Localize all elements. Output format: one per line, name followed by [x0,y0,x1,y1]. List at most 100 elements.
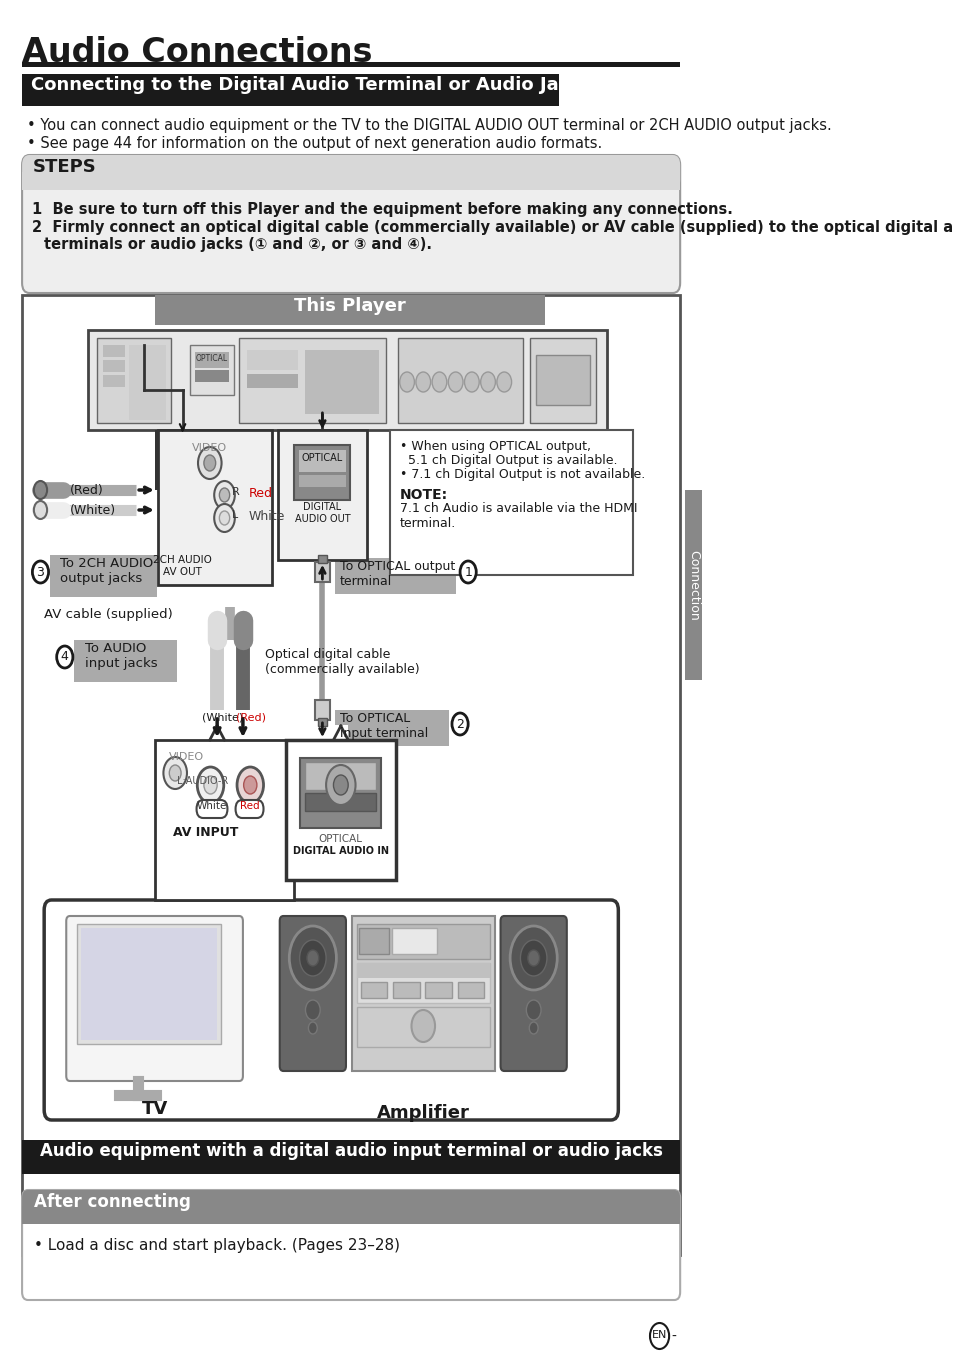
Circle shape [399,372,414,393]
Circle shape [219,487,230,502]
Bar [246,374,298,389]
Text: • You can connect audio equipment or the TV to the DIGITAL AUDIO OUT terminal or: • You can connect audio equipment or the… [27,118,830,133]
Bar [246,349,298,370]
Text: (Red): (Red) [235,712,265,722]
Bar [356,1007,490,1047]
FancyBboxPatch shape [66,917,243,1080]
Text: Optical digital cable
(commercially available): Optical digital cable (commercially avai… [265,649,419,676]
Text: TV: TV [141,1099,168,1118]
Bar [298,450,346,473]
Bar [154,295,544,325]
Circle shape [452,714,468,735]
Circle shape [326,765,355,806]
Text: White: White [249,510,285,523]
Text: VIDEO: VIDEO [192,443,227,454]
Bar [298,475,346,487]
Circle shape [219,510,230,525]
Bar [314,562,330,582]
Bar [158,431,272,585]
Bar [305,793,375,811]
Circle shape [416,372,430,393]
Bar [397,338,522,422]
Circle shape [214,504,234,532]
Text: 4: 4 [61,650,69,663]
Text: Connecting to the Digital Audio Terminal or Audio Jacks: Connecting to the Digital Audio Terminal… [30,76,591,93]
Circle shape [197,766,224,803]
Bar [356,963,490,978]
Bar [530,338,596,422]
Bar [154,431,157,490]
Bar [97,338,171,422]
Bar [22,74,558,106]
Circle shape [33,501,47,519]
Text: 2: 2 [456,718,463,731]
Text: Audio Connections: Audio Connections [22,37,373,69]
Text: R: R [232,487,239,497]
Text: EN: EN [651,1330,666,1340]
Bar [210,724,224,741]
Text: (Red): (Red) [70,483,104,497]
Bar [190,345,233,395]
FancyBboxPatch shape [500,917,566,1071]
Bar [129,345,166,420]
Circle shape [214,481,234,509]
Text: VIDEO: VIDEO [169,751,204,762]
Bar [352,917,495,1071]
Bar [154,741,294,900]
Text: • Load a disc and start playback. (Pages 23–28): • Load a disc and start playback. (Pages… [33,1238,399,1252]
Bar [425,982,452,998]
Circle shape [236,766,263,803]
FancyBboxPatch shape [196,800,227,818]
Bar [22,1206,679,1224]
Bar [314,700,330,720]
Text: • See page 44 for information on the output of next generation audio formats.: • See page 44 for information on the out… [27,135,601,152]
Circle shape [307,951,318,965]
Bar [536,355,590,405]
FancyBboxPatch shape [235,800,263,818]
Text: To AUDIO
input jacks: To AUDIO input jacks [85,642,157,670]
FancyBboxPatch shape [279,917,346,1071]
Text: To OPTICAL
input terminal: To OPTICAL input terminal [339,712,428,741]
Bar [317,718,327,726]
Text: White: White [196,802,227,811]
Circle shape [198,447,221,479]
Circle shape [169,765,181,781]
Text: (White): (White) [202,712,243,722]
Text: STEPS: STEPS [32,158,96,176]
Bar [194,370,229,382]
Circle shape [299,940,326,976]
Text: -: - [671,1330,676,1345]
Circle shape [432,372,446,393]
Circle shape [527,951,539,965]
Text: DIGITAL AUDIO IN: DIGITAL AUDIO IN [293,846,389,856]
Text: AV INPUT: AV INPUT [173,826,238,839]
Bar [356,963,490,1003]
Circle shape [308,1022,317,1034]
Bar [300,758,381,829]
Bar [22,62,679,66]
Circle shape [334,774,348,795]
Text: After connecting: After connecting [33,1193,191,1210]
Text: OPTICAL: OPTICAL [195,353,228,363]
Circle shape [510,926,557,990]
Bar [239,338,386,422]
Circle shape [464,372,478,393]
Bar [305,349,378,414]
Bar [294,445,350,500]
Bar [81,927,217,1040]
Text: Connection: Connection [686,550,700,620]
Text: This Player: This Player [294,297,405,315]
Circle shape [204,455,215,471]
Bar [50,555,156,597]
Text: terminals or audio jacks (① and ②, or ③ and ④).: terminals or audio jacks (① and ②, or ③ … [44,237,432,252]
Circle shape [56,646,72,668]
Text: Red: Red [239,802,259,811]
FancyBboxPatch shape [22,1190,679,1224]
Bar [305,762,375,789]
Bar [335,558,456,594]
Text: 2CH AUDIO
AV OUT: 2CH AUDIO AV OUT [153,555,212,577]
Bar [278,431,366,561]
Bar [22,1140,679,1174]
Text: 5.1 ch Digital Output is available.: 5.1 ch Digital Output is available. [399,454,617,467]
Circle shape [204,776,217,793]
